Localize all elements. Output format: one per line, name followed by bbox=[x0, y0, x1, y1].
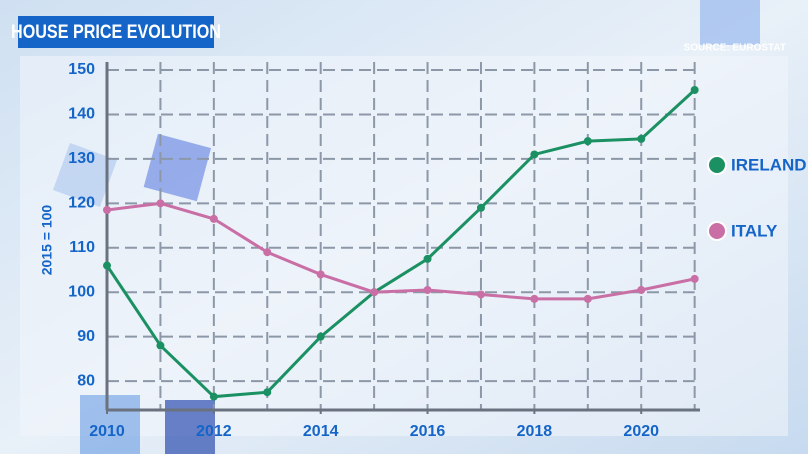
point bbox=[209, 214, 218, 223]
title-box bbox=[18, 16, 214, 48]
y-tick-label: 140 bbox=[68, 106, 95, 123]
legend-label: ITALY bbox=[731, 221, 778, 240]
point bbox=[370, 288, 379, 297]
y-tick-label: 80 bbox=[77, 372, 95, 389]
point bbox=[209, 392, 218, 401]
point bbox=[583, 294, 592, 303]
y-tick-label: 150 bbox=[68, 61, 95, 78]
x-tick-label: 2012 bbox=[196, 423, 232, 440]
y-tick-label: 120 bbox=[68, 195, 95, 212]
point bbox=[476, 203, 485, 212]
panel bbox=[20, 56, 788, 436]
point bbox=[103, 206, 111, 214]
point bbox=[263, 248, 272, 257]
point bbox=[423, 254, 432, 263]
point bbox=[476, 290, 485, 299]
point bbox=[156, 199, 165, 208]
decoration bbox=[52, 142, 118, 208]
x-tick-label: 2018 bbox=[517, 423, 553, 440]
y-tick-label: 90 bbox=[77, 328, 95, 345]
y-tick-label: 130 bbox=[68, 150, 95, 167]
legend-marker bbox=[707, 221, 727, 241]
point bbox=[583, 137, 592, 146]
decoration bbox=[143, 133, 212, 202]
point bbox=[103, 261, 111, 270]
point bbox=[316, 270, 325, 279]
chart-title: HOUSE PRICE EVOLUTION bbox=[11, 21, 221, 43]
point bbox=[530, 294, 539, 303]
y-tick-label: 100 bbox=[68, 283, 95, 300]
x-tick-label: 2010 bbox=[89, 423, 125, 440]
point bbox=[690, 274, 699, 283]
decoration bbox=[80, 395, 140, 454]
line bbox=[106, 201, 695, 301]
point bbox=[690, 86, 699, 94]
point bbox=[423, 286, 432, 294]
plot: 80 90 100 110 120 130 140 150 2010 2012 2014 2016 20… bbox=[68, 61, 806, 440]
point bbox=[637, 286, 646, 294]
point bbox=[637, 134, 646, 143]
point bbox=[530, 150, 539, 159]
line bbox=[105, 88, 696, 399]
x-tick-label: 2016 bbox=[410, 423, 446, 440]
point bbox=[156, 341, 165, 350]
legend-marker bbox=[707, 155, 727, 175]
y-axis-label: 2015 = 100 bbox=[39, 205, 55, 276]
source: SOURCE: EUROSTAT bbox=[684, 43, 786, 54]
decoration bbox=[700, 0, 760, 45]
legend-label: IRELAND bbox=[731, 155, 807, 174]
point bbox=[263, 388, 272, 397]
point bbox=[316, 332, 325, 341]
y-tick-label: 110 bbox=[69, 239, 95, 256]
x-tick-label: 2020 bbox=[623, 423, 659, 440]
x-tick-label: 2014 bbox=[303, 423, 339, 440]
